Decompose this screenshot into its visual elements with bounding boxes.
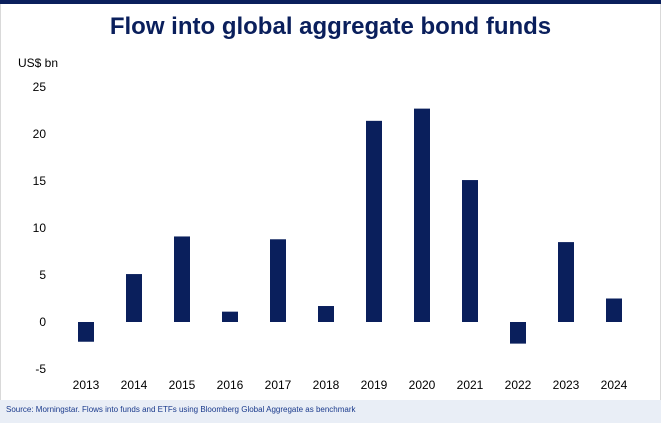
- x-tick-label: 2020: [409, 378, 436, 392]
- x-tick-label: 2021: [457, 378, 484, 392]
- y-tick-label: -5: [35, 362, 46, 376]
- x-tick-label: 2019: [361, 378, 388, 392]
- bar-2020: [414, 108, 430, 323]
- bar-2022: [510, 322, 526, 344]
- source-footer: Source: Morningstar. Flows into funds an…: [0, 400, 661, 423]
- bar-2023: [558, 242, 574, 322]
- x-tick-label: 2022: [505, 378, 532, 392]
- x-tick-label: 2018: [313, 378, 340, 392]
- x-tick-label: 2017: [265, 378, 292, 392]
- top-accent-rule: [0, 0, 661, 4]
- bar-2014: [126, 274, 142, 322]
- x-tick-label: 2016: [217, 378, 244, 392]
- x-tick-label: 2013: [73, 378, 100, 392]
- y-tick-label: 20: [33, 127, 47, 141]
- bar-2015: [174, 236, 190, 322]
- x-tick-label: 2015: [169, 378, 196, 392]
- chart-title: Flow into global aggregate bond funds: [109, 13, 552, 40]
- bar-2019: [366, 120, 382, 322]
- bar-2021: [462, 180, 478, 322]
- bar-2013: [78, 322, 94, 342]
- bar-chart: -5 0 5 10 15 20 25 2013 2014 2015 2016 2017 2018 2019…: [33, 80, 628, 392]
- y-tick-label: 0: [39, 315, 46, 329]
- bar-2018: [318, 306, 334, 322]
- x-tick-label: 2024: [601, 378, 628, 392]
- y-axis-unit-label: US$ bn: [18, 56, 59, 70]
- bar-2017: [270, 239, 286, 322]
- bar-2016: [222, 311, 238, 322]
- y-tick-label: 10: [33, 221, 47, 235]
- bar-2024: [606, 298, 622, 322]
- x-tick-label: 2014: [121, 378, 148, 392]
- y-tick-label: 5: [39, 268, 46, 282]
- y-tick-label: 15: [33, 174, 47, 188]
- source-note: Source: Morningstar. Flows into funds an…: [6, 405, 356, 414]
- y-tick-label: 25: [33, 80, 47, 94]
- x-tick-label: 2023: [553, 378, 580, 392]
